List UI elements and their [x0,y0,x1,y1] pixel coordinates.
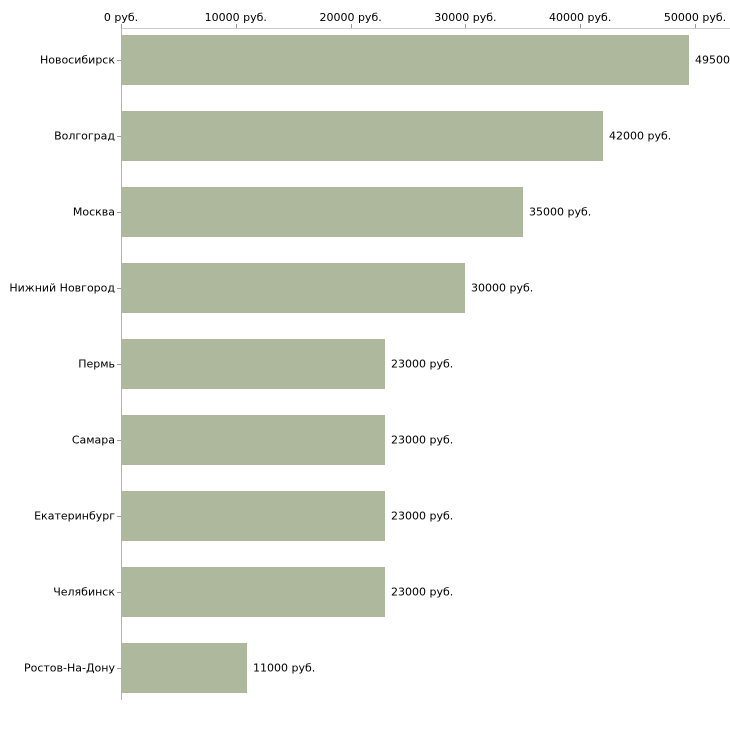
x-tick-mark [580,24,582,28]
bar [121,263,465,313]
category-tick-mark [117,364,121,365]
category-tick-mark [117,440,121,441]
x-tick-label: 50000 руб. [663,11,727,24]
bar [121,567,385,617]
bar [121,415,385,465]
category-label: Волгоград [54,129,115,143]
category-tick-mark [117,60,121,61]
x-tick-mark [350,24,352,28]
value-label: 23000 руб. [391,509,454,523]
category-tick-mark [117,592,121,593]
value-label: 23000 руб. [391,433,454,447]
category-tick-mark [117,136,121,137]
value-label: 30000 руб. [471,281,534,295]
x-tick-mark [121,24,122,28]
x-axis-line [121,28,730,29]
bar [121,339,385,389]
x-tick-mark [235,24,237,28]
x-tick-label: 40000 руб. [549,11,612,24]
category-tick-mark [117,212,121,213]
value-label: 23000 руб. [391,357,454,371]
x-tick-label: 30000 руб. [434,11,497,24]
bar [121,187,523,237]
category-label: Нижний Новгород [9,281,115,295]
value-label: 11000 руб. [253,661,316,675]
bar [121,35,689,85]
x-tick-label: 0 руб. [103,11,139,24]
x-tick-label: 20000 руб. [319,11,382,24]
category-label: Москва [72,205,115,219]
category-tick-mark [117,516,121,517]
bar [121,111,603,161]
category-tick-mark [117,288,121,289]
category-label: Екатеринбург [34,509,115,523]
value-label: 35000 руб. [529,205,592,219]
x-tick-mark [695,24,696,28]
x-tick-label: 10000 руб. [204,11,267,24]
value-label: 49500 руб. [695,53,730,67]
x-tick-mark [465,24,467,28]
category-label: Челябинск [53,585,115,599]
category-label: Пермь [78,357,115,371]
bar [121,643,247,693]
category-label: Ростов-На-Дону [23,661,115,675]
value-label: 42000 руб. [609,129,672,143]
category-label: Новосибирск [39,53,115,67]
value-label: 23000 руб. [391,585,454,599]
category-label: Самара [71,433,115,447]
bar [121,491,385,541]
category-tick-mark [117,668,121,669]
